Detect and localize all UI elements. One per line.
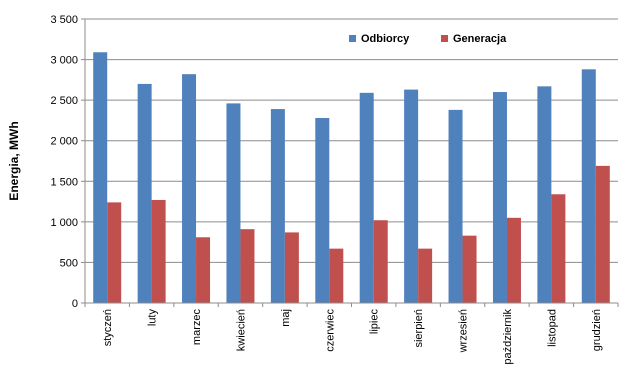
bar-generacja [373,220,388,303]
bar-generacja [151,199,166,303]
bar-generacja [418,248,433,303]
bar-generacja [107,202,122,303]
x-tick-label: czerwiec [324,309,336,352]
legend: Odbiorcy Generacja [349,33,507,45]
y-tick-label: 1 500 [50,176,78,188]
bar-odbiorcy [359,92,374,303]
x-tick-label: lipiec [369,309,381,335]
bar-generacja [240,229,255,303]
x-tick-label: listopad [546,309,558,347]
bar-odbiorcy [581,69,596,304]
x-tick-label: marzec [191,309,203,346]
bar-odbiorcy [448,109,463,303]
y-tick-label: 500 [60,257,78,269]
y-tick-label: 3 000 [50,55,78,67]
gridlines [85,18,618,263]
y-tick-label: 1 000 [50,217,78,229]
x-tick-label: wrzesień [458,309,470,353]
bar-odbiorcy [404,89,419,303]
y-axis-title: Energia, MWh [7,121,21,200]
bars [93,52,610,304]
y-tick-label: 2 000 [50,136,78,148]
bar-generacja [595,165,610,303]
y-tick-label: 3 500 [50,14,78,26]
bar-odbiorcy [315,117,330,303]
x-tick-labels: styczeń luty marzec kwiecień maj czerwiec lipi… [102,309,603,365]
x-tick-label: październik [502,309,514,365]
legend-label: Generacja [453,33,507,45]
bar-generacja [196,237,211,303]
bar-odbiorcy [182,74,197,303]
legend-swatch [441,35,448,42]
x-tick-label: luty [147,309,159,327]
bar-generacja [551,194,566,303]
y-tick-label: 0 [72,298,78,310]
axes [81,18,619,307]
bar-generacja [462,235,477,303]
bar-generacja [506,217,521,303]
x-tick-label: grudzień [591,309,603,351]
bar-odbiorcy [137,83,152,304]
bar-odbiorcy [492,92,507,304]
y-tick-label: 2 500 [50,95,78,107]
bar-generacja [284,232,299,303]
bar-odbiorcy [537,86,552,303]
bar-odbiorcy [93,52,108,303]
bar-odbiorcy [226,103,241,303]
x-tick-label: kwiecień [235,309,247,351]
x-tick-label: styczeń [102,309,114,346]
legend-swatch [349,35,356,42]
legend-label: Odbiorcy [361,33,410,45]
y-tick-labels: 0 500 1 000 1 500 2 000 2 500 3 000 3 500 [50,14,78,310]
bar-odbiorcy [270,109,285,303]
x-tick-label: sierpień [413,309,425,348]
bar-generacja [329,248,344,303]
x-tick-label: maj [280,309,292,327]
